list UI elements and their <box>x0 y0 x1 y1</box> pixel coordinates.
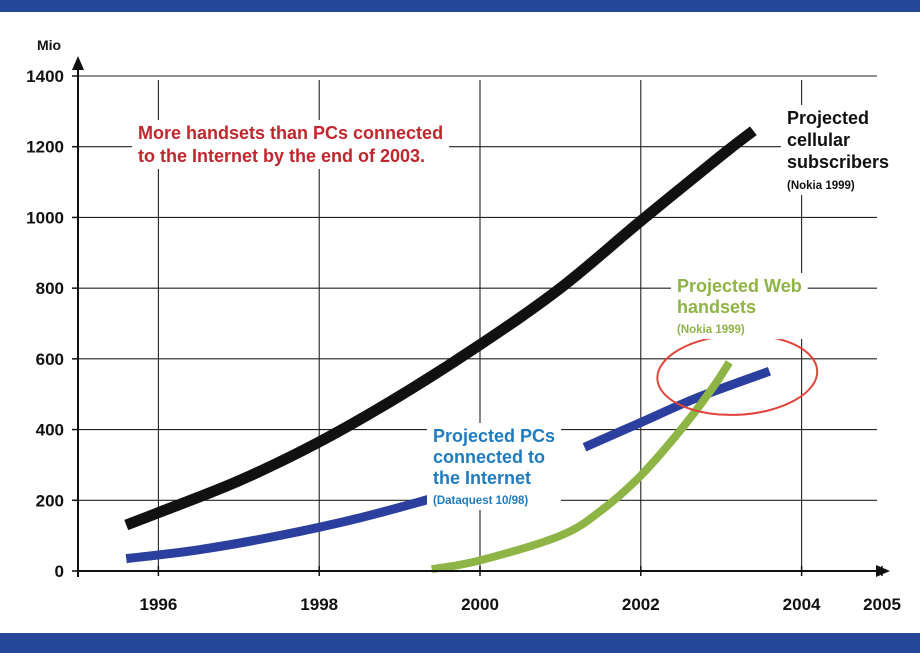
pcs-internet-label-line: connected to <box>433 447 545 467</box>
axes <box>72 56 890 577</box>
y-axis-arrow <box>72 56 84 70</box>
cellular-subscribers-line <box>124 126 757 531</box>
web-handsets-label-line: (Nokia 1999) <box>677 324 745 336</box>
web-handsets-label-background <box>671 273 808 339</box>
y-tick-label: 600 <box>36 350 64 369</box>
pcs-internet-line-continued <box>582 367 771 452</box>
cellular-subscribers-label-line: (Nokia 1999) <box>787 180 855 192</box>
x-tick-label: 1998 <box>300 595 338 614</box>
web-handsets-label-line: Projected Web <box>677 276 802 296</box>
x-axis-arrow <box>876 565 890 577</box>
x-tick-label: 2000 <box>461 595 499 614</box>
headline-annotation-line: to the Internet by the end of 2003. <box>138 146 425 166</box>
pcs-internet-line <box>125 494 433 564</box>
pcs-internet-label-line: Projected PCs <box>433 426 555 446</box>
y-tick-label: 1000 <box>26 208 64 227</box>
y-axis-unit-label: Mio <box>37 37 61 53</box>
headline-annotation: More handsets than PCs connected to the I… <box>132 120 450 169</box>
bottom-frame-bar <box>0 633 920 653</box>
x-tick-label: 2005 <box>863 595 901 614</box>
labels: 1996 1998 2000 2002 2004 2005 0 200 400 600 800 100… <box>26 37 901 614</box>
cellular-subscribers-label-line: cellular <box>787 130 850 150</box>
pcs-internet-label-line: (Dataquest 10/98) <box>433 495 528 507</box>
cellular-subscribers-label-background <box>781 105 896 195</box>
headline-annotation-background <box>132 120 450 169</box>
y-tick-label: 400 <box>36 421 64 440</box>
web-handsets-line <box>431 360 733 574</box>
web-handsets-label-line: handsets <box>677 297 756 317</box>
headline-annotation-line: More handsets than PCs connected <box>138 123 443 143</box>
y-tick-label: 800 <box>36 279 64 298</box>
cellular-subscribers-label-line: Projected <box>787 108 869 128</box>
cellular-subscribers-label-line: subscribers <box>787 152 889 172</box>
x-tick-label: 1996 <box>139 595 177 614</box>
y-tick-label: 200 <box>36 491 64 510</box>
x-tick-label: 2002 <box>622 595 660 614</box>
pcs-internet-label-background <box>427 423 562 510</box>
series-layer <box>124 126 819 574</box>
y-tick-label: 0 <box>55 562 64 581</box>
x-tick-label: 2004 <box>783 595 821 614</box>
highlight-ellipse <box>656 333 819 416</box>
y-tick-label: 1200 <box>26 138 64 157</box>
y-tick-label: 1400 <box>26 67 64 86</box>
top-frame-bar <box>0 0 920 12</box>
pcs-internet-label-line: the Internet <box>433 468 531 488</box>
